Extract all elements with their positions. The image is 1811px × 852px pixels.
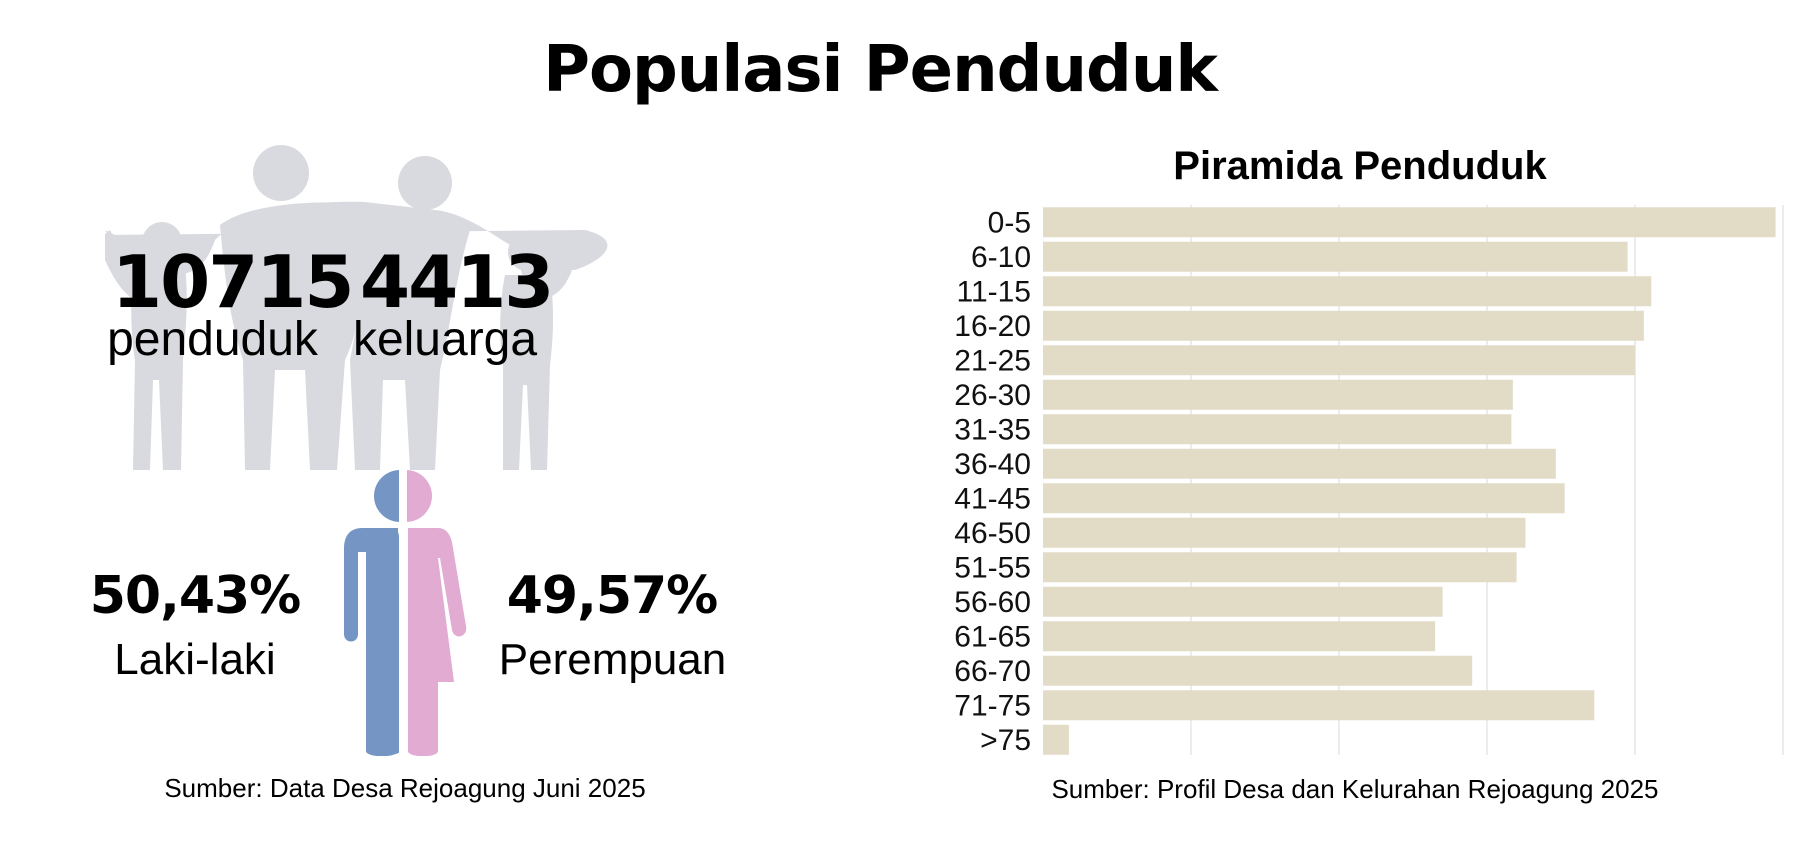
category-label: 6-10 [971, 241, 1031, 274]
category-label: 0-5 [988, 206, 1031, 239]
female-label: Perempuan [498, 635, 727, 684]
category-label: 66-70 [954, 655, 1031, 688]
left-source-note: Sumber: Data Desa Rejoagung Juni 2025 [164, 773, 646, 803]
bar-56-60 [1043, 586, 1443, 617]
category-label: 11-15 [956, 275, 1031, 308]
bar-16-20 [1043, 310, 1644, 341]
bar-71-75 [1043, 690, 1595, 721]
families-label: keluarga [352, 313, 538, 366]
category-label: 26-30 [954, 379, 1031, 412]
bar-75 [1043, 724, 1069, 755]
female-half [406, 470, 467, 756]
category-label: 56-60 [954, 586, 1031, 619]
category-label-layer: 0-56-1011-1516-2021-2526-3031-3536-4041-… [954, 206, 1031, 755]
category-label: 71-75 [954, 689, 1031, 722]
bar-6-10 [1043, 241, 1628, 272]
silhouette-shapes [105, 145, 608, 470]
bar-46-50 [1043, 517, 1526, 548]
bar-51-55 [1043, 552, 1517, 583]
bar-36-40 [1043, 448, 1556, 479]
bar-61-65 [1043, 621, 1436, 652]
male-label: Laki-laki [114, 635, 276, 684]
bar-0-5 [1043, 207, 1776, 238]
bar-26-30 [1043, 379, 1513, 410]
male-female-person-icon [344, 466, 467, 756]
right-source-note: Sumber: Profil Desa dan Kelurahan Rejoag… [1051, 774, 1659, 804]
female-percent: 49,57% [506, 566, 719, 626]
population-label: penduduk [107, 313, 318, 366]
category-label: 31-35 [954, 413, 1031, 446]
male-half [344, 470, 400, 756]
family-silhouette-icon [105, 145, 608, 470]
category-label: 61-65 [954, 620, 1031, 653]
category-label: 36-40 [954, 448, 1031, 481]
category-label: 46-50 [954, 517, 1031, 550]
bar-layer [1043, 207, 1776, 755]
male-percent: 50,43% [89, 566, 302, 626]
category-label: >75 [980, 724, 1031, 755]
page-title: Populasi Penduduk [543, 33, 1218, 107]
bar-31-35 [1043, 414, 1512, 445]
bar-11-15 [1043, 276, 1652, 307]
category-label: 51-55 [954, 551, 1031, 584]
population-pyramid-chart: 0-56-1011-1516-2021-2526-3031-3536-4041-… [954, 205, 1784, 755]
chart-title: Piramida Penduduk [1173, 144, 1547, 188]
center-divider [399, 466, 407, 756]
bar-21-25 [1043, 345, 1635, 376]
category-label: 16-20 [954, 310, 1031, 343]
category-label: 41-45 [954, 482, 1031, 515]
bar-41-45 [1043, 483, 1565, 514]
families-value: 4413 [360, 240, 554, 324]
population-value: 10715 [112, 240, 355, 324]
bar-66-70 [1043, 655, 1473, 686]
category-label: 21-25 [954, 344, 1031, 377]
